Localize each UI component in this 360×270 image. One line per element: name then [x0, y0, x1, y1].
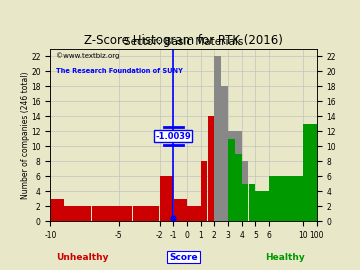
- Bar: [64, 206, 77, 221]
- Bar: [235, 154, 242, 221]
- Bar: [174, 199, 187, 221]
- Bar: [221, 86, 228, 221]
- Bar: [51, 199, 64, 221]
- Bar: [303, 124, 316, 221]
- Bar: [242, 161, 248, 221]
- Bar: [235, 131, 242, 221]
- Bar: [201, 161, 207, 221]
- Bar: [208, 116, 214, 221]
- Bar: [228, 139, 235, 221]
- Bar: [119, 206, 132, 221]
- Bar: [146, 206, 159, 221]
- Bar: [262, 191, 269, 221]
- Text: Sector: Basic Materials: Sector: Basic Materials: [124, 37, 243, 47]
- Text: Unhealthy: Unhealthy: [56, 252, 109, 262]
- Bar: [91, 206, 105, 221]
- Bar: [194, 206, 201, 221]
- Text: Healthy: Healthy: [265, 252, 305, 262]
- Bar: [270, 176, 303, 221]
- Text: The Research Foundation of SUNY: The Research Foundation of SUNY: [56, 68, 183, 74]
- Bar: [228, 131, 235, 221]
- Y-axis label: Number of companies (246 total): Number of companies (246 total): [21, 71, 30, 199]
- Bar: [249, 184, 255, 221]
- Text: ©www.textbiz.org: ©www.textbiz.org: [56, 52, 119, 59]
- Bar: [256, 191, 262, 221]
- Bar: [105, 206, 118, 221]
- Bar: [78, 206, 91, 221]
- Text: Score: Score: [169, 252, 198, 262]
- Bar: [215, 56, 221, 221]
- Text: -1.0039: -1.0039: [156, 132, 191, 141]
- Bar: [187, 206, 194, 221]
- Bar: [160, 176, 173, 221]
- Title: Z-Score Histogram for RTK (2016): Z-Score Histogram for RTK (2016): [84, 35, 283, 48]
- Bar: [132, 206, 146, 221]
- Bar: [242, 184, 248, 221]
